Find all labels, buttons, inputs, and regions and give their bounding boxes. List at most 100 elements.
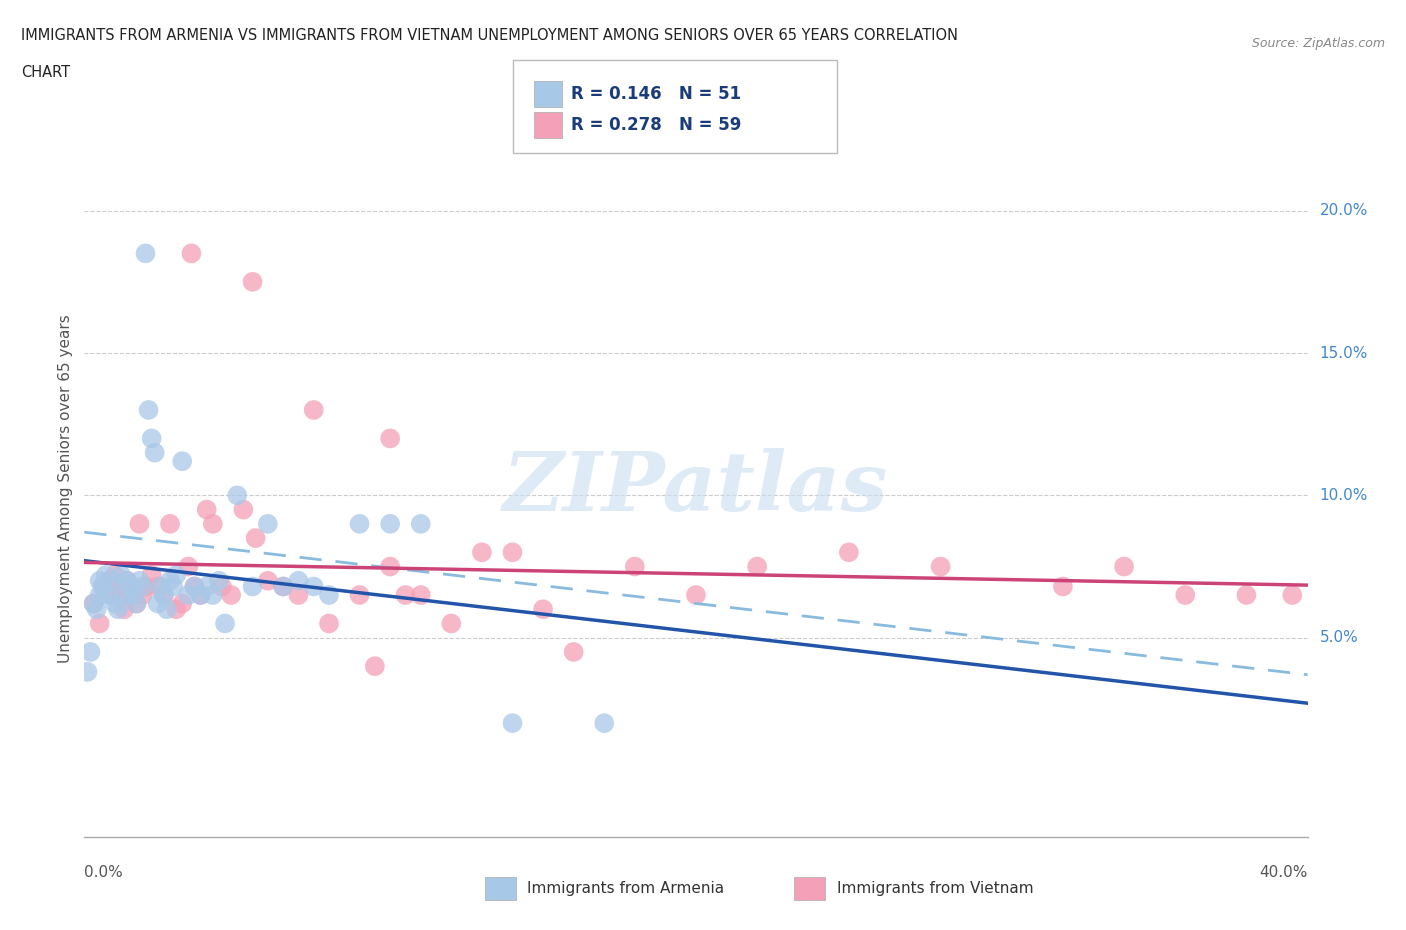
Point bbox=[531, 602, 554, 617]
Point bbox=[394, 588, 416, 603]
Point bbox=[122, 588, 145, 603]
Text: 10.0%: 10.0% bbox=[1320, 488, 1368, 503]
Text: 20.0%: 20.0% bbox=[1320, 203, 1368, 219]
Point bbox=[747, 559, 769, 574]
Point bbox=[624, 559, 647, 574]
Point bbox=[211, 579, 233, 594]
Point bbox=[593, 716, 616, 731]
Point bbox=[131, 579, 153, 594]
Point bbox=[318, 616, 340, 631]
Point bbox=[201, 588, 224, 603]
Point bbox=[83, 596, 105, 611]
Point bbox=[172, 454, 194, 469]
Point bbox=[349, 588, 371, 603]
Point bbox=[165, 567, 187, 582]
Point bbox=[1234, 588, 1257, 603]
Point bbox=[302, 579, 325, 594]
Point bbox=[190, 588, 212, 603]
Point bbox=[349, 516, 371, 531]
Point bbox=[143, 445, 166, 460]
Point bbox=[177, 559, 200, 574]
Point bbox=[107, 579, 129, 594]
Point bbox=[97, 573, 120, 588]
Point bbox=[141, 567, 163, 582]
Point bbox=[115, 573, 138, 588]
Point bbox=[1114, 559, 1136, 574]
Point bbox=[302, 403, 325, 418]
Point bbox=[257, 516, 280, 531]
Point bbox=[153, 588, 176, 603]
Point bbox=[1281, 588, 1303, 603]
Point bbox=[271, 579, 294, 594]
Point bbox=[183, 579, 205, 594]
Point bbox=[104, 567, 127, 582]
Point bbox=[94, 567, 117, 582]
Point bbox=[125, 596, 148, 611]
Text: Immigrants from Vietnam: Immigrants from Vietnam bbox=[837, 881, 1033, 896]
Text: 5.0%: 5.0% bbox=[1320, 631, 1358, 645]
Point bbox=[245, 531, 267, 546]
Text: IMMIGRANTS FROM ARMENIA VS IMMIGRANTS FROM VIETNAM UNEMPLOYMENT AMONG SENIORS OV: IMMIGRANTS FROM ARMENIA VS IMMIGRANTS FR… bbox=[21, 28, 957, 43]
Point bbox=[1052, 579, 1074, 594]
Point bbox=[208, 573, 231, 588]
Point bbox=[929, 559, 952, 574]
Point bbox=[122, 588, 145, 603]
Text: CHART: CHART bbox=[21, 65, 70, 80]
Point bbox=[83, 596, 105, 611]
Point bbox=[838, 545, 860, 560]
Point bbox=[257, 573, 280, 588]
Point bbox=[232, 502, 254, 517]
Point bbox=[214, 616, 236, 631]
Point bbox=[112, 588, 135, 603]
Point bbox=[91, 579, 114, 594]
Point bbox=[409, 516, 432, 531]
Point bbox=[91, 579, 114, 594]
Point bbox=[287, 588, 309, 603]
Text: 15.0%: 15.0% bbox=[1320, 346, 1368, 361]
Point bbox=[110, 567, 132, 582]
Point bbox=[318, 588, 340, 603]
Text: 0.0%: 0.0% bbox=[84, 865, 124, 880]
Point bbox=[97, 588, 120, 603]
Text: R = 0.146   N = 51: R = 0.146 N = 51 bbox=[571, 86, 741, 103]
Point bbox=[1174, 588, 1197, 603]
Point bbox=[115, 573, 138, 588]
Point bbox=[89, 573, 111, 588]
Point bbox=[112, 602, 135, 617]
Point bbox=[409, 588, 432, 603]
Point bbox=[101, 573, 124, 588]
Text: Immigrants from Armenia: Immigrants from Armenia bbox=[527, 881, 724, 896]
Point bbox=[79, 644, 101, 659]
Point bbox=[120, 579, 142, 594]
Point bbox=[562, 644, 585, 659]
Point bbox=[146, 596, 169, 611]
Point bbox=[162, 579, 184, 594]
Point bbox=[242, 579, 264, 594]
Text: 40.0%: 40.0% bbox=[1260, 865, 1308, 880]
Point bbox=[172, 596, 194, 611]
Point bbox=[141, 431, 163, 445]
Point bbox=[177, 588, 200, 603]
Point bbox=[128, 516, 150, 531]
Point bbox=[104, 596, 127, 611]
Point bbox=[242, 274, 264, 289]
Point bbox=[195, 579, 218, 594]
Point bbox=[135, 579, 157, 594]
Point bbox=[226, 488, 249, 503]
Point bbox=[86, 602, 108, 617]
Point bbox=[89, 588, 111, 603]
Point bbox=[380, 559, 402, 574]
Text: ZIPatlas: ZIPatlas bbox=[503, 448, 889, 528]
Point bbox=[159, 516, 181, 531]
Point bbox=[138, 403, 160, 418]
Point bbox=[131, 588, 153, 603]
Point bbox=[156, 602, 179, 617]
Point bbox=[287, 573, 309, 588]
Point bbox=[190, 588, 212, 603]
Point bbox=[165, 602, 187, 617]
Point bbox=[125, 596, 148, 611]
Point bbox=[685, 588, 707, 603]
Point bbox=[502, 545, 524, 560]
Point bbox=[128, 573, 150, 588]
Point bbox=[101, 588, 124, 603]
